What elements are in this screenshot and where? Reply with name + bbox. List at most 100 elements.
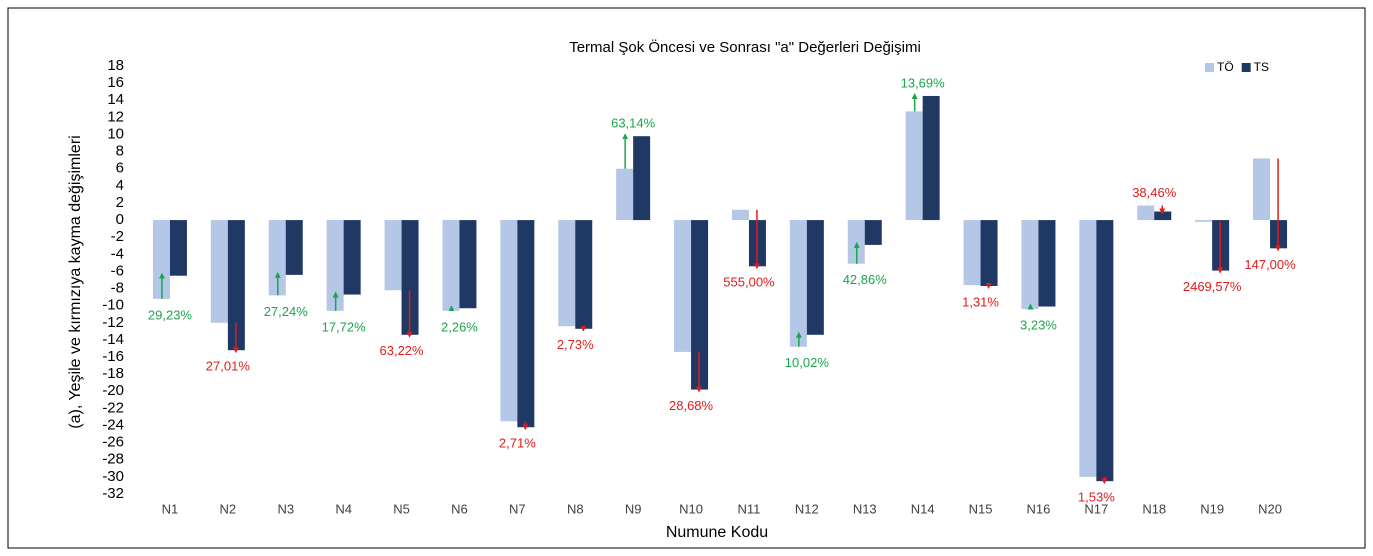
y-tick-label: -22 xyxy=(102,399,124,416)
y-tick-label: -18 xyxy=(102,365,124,382)
bar xyxy=(169,220,187,276)
y-tick-label: -32 xyxy=(102,485,124,502)
y-tick-label: -10 xyxy=(102,297,124,314)
bar xyxy=(674,220,692,352)
bar xyxy=(343,220,361,295)
bar xyxy=(500,220,518,422)
x-tick-label: N17 xyxy=(1084,501,1108,516)
change-label: 29,23% xyxy=(148,307,193,322)
y-tick-label: -4 xyxy=(111,245,124,262)
change-label: 2,71% xyxy=(499,436,536,451)
x-tick-label: N6 xyxy=(451,501,468,516)
y-tick-label: -2 xyxy=(111,228,124,245)
bar xyxy=(268,220,286,296)
x-tick-label: N12 xyxy=(795,501,819,516)
bar xyxy=(691,220,709,390)
change-label: 147,00% xyxy=(1244,257,1296,272)
legend-label: TS xyxy=(1254,60,1269,74)
y-tick-label: 10 xyxy=(107,125,124,142)
change-label: 2,26% xyxy=(441,319,478,334)
bar xyxy=(558,220,576,327)
x-tick-label: N13 xyxy=(853,501,877,516)
y-tick-label: -28 xyxy=(102,451,124,468)
y-tick-label: -8 xyxy=(111,280,124,297)
y-tick-label: -30 xyxy=(102,468,124,485)
bar xyxy=(1253,158,1271,221)
bar xyxy=(227,220,245,351)
bar xyxy=(152,220,170,299)
bar xyxy=(1154,211,1172,221)
chart-title: Termal Şok Öncesi ve Sonrası "a" Değerle… xyxy=(569,38,921,56)
change-label: 38,46% xyxy=(1132,185,1177,200)
y-tick-label: 0 xyxy=(116,211,124,228)
y-axis-label: (a), Yeşile ve kırmızıya kayma değişimle… xyxy=(67,135,84,428)
bar xyxy=(575,220,593,329)
change-label: 42,86% xyxy=(843,272,888,287)
x-tick-label: N7 xyxy=(509,501,526,516)
bar xyxy=(806,220,824,335)
y-tick-label: -24 xyxy=(102,416,124,433)
change-label: 2469,57% xyxy=(1183,279,1242,294)
change-label: 555,00% xyxy=(723,275,775,290)
bar xyxy=(401,220,419,335)
bar xyxy=(1079,220,1097,477)
x-tick-label: N5 xyxy=(393,501,410,516)
bar xyxy=(1137,205,1155,221)
y-tick-label: 4 xyxy=(116,177,124,194)
bar xyxy=(731,209,749,221)
legend-swatch xyxy=(1241,63,1251,72)
x-tick-label: N20 xyxy=(1258,501,1282,516)
x-tick-label: N9 xyxy=(625,501,642,516)
change-label: 2,73% xyxy=(557,337,594,352)
bar xyxy=(789,220,807,347)
change-label: 27,24% xyxy=(264,304,309,319)
bar xyxy=(1038,220,1056,307)
bar xyxy=(442,220,460,311)
y-tick-label: 14 xyxy=(107,91,124,108)
change-label: 63,14% xyxy=(611,116,656,131)
bar xyxy=(210,220,228,323)
bar xyxy=(1096,220,1114,482)
change-label: 13,69% xyxy=(901,75,946,90)
y-tick-label: 16 xyxy=(107,74,124,91)
change-label: 1,31% xyxy=(962,294,999,309)
bar xyxy=(980,220,998,286)
bar xyxy=(963,220,981,286)
bar xyxy=(285,220,303,275)
legend-swatch xyxy=(1205,63,1214,72)
bar xyxy=(384,220,402,291)
bar xyxy=(1021,220,1039,310)
y-tick-label: -6 xyxy=(111,262,124,279)
bar xyxy=(633,136,651,221)
bar xyxy=(922,95,940,221)
y-tick-label: -20 xyxy=(102,382,124,399)
y-tick-label: 2 xyxy=(116,194,124,211)
x-tick-label: N3 xyxy=(277,501,294,516)
legend-label: TÖ xyxy=(1217,60,1234,74)
x-tick-label: N19 xyxy=(1200,501,1224,516)
y-tick-label: -26 xyxy=(102,434,124,451)
x-tick-label: N4 xyxy=(335,501,352,516)
change-label: 3,23% xyxy=(1020,318,1057,333)
change-label: 1,53% xyxy=(1078,490,1115,505)
x-tick-label: N11 xyxy=(738,501,761,516)
bar xyxy=(517,220,535,428)
x-tick-label: N16 xyxy=(1027,501,1051,516)
y-tick-label: -12 xyxy=(102,314,124,331)
change-label: 17,72% xyxy=(322,319,367,334)
bar xyxy=(616,168,634,221)
y-tick-label: 12 xyxy=(107,108,124,125)
y-tick-label: 18 xyxy=(107,57,124,74)
x-tick-label: N8 xyxy=(567,501,584,516)
change-label: 10,02% xyxy=(785,355,830,370)
bar xyxy=(905,111,923,221)
change-label: 28,68% xyxy=(669,398,714,413)
bar xyxy=(864,220,882,245)
x-tick-label: N2 xyxy=(220,501,237,516)
bar xyxy=(459,220,477,309)
x-tick-label: N15 xyxy=(969,501,993,516)
change-label: 63,22% xyxy=(380,343,425,358)
y-tick-label: 6 xyxy=(116,160,124,177)
x-tick-label: N18 xyxy=(1142,501,1166,516)
